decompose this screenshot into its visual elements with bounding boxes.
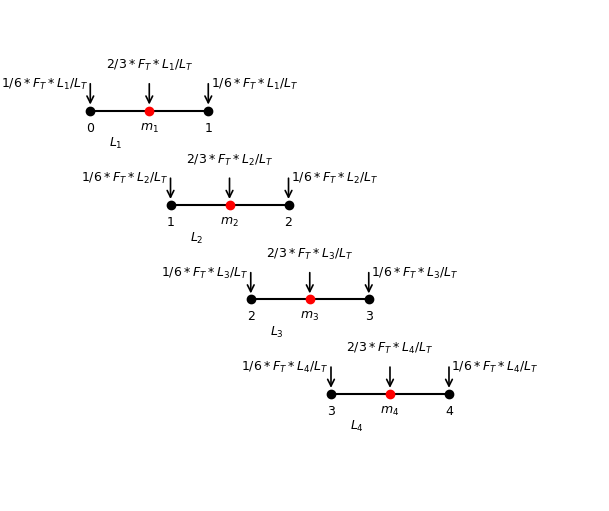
Text: $1/6*F_T*L_4/L_T$: $1/6*F_T*L_4/L_T$ (451, 360, 538, 375)
Text: $1/6*F_T*L_3/L_T$: $1/6*F_T*L_3/L_T$ (161, 266, 248, 281)
Text: 3: 3 (365, 310, 373, 323)
Text: $L_3$: $L_3$ (270, 325, 284, 340)
Text: $1/6*F_T*L_4/L_T$: $1/6*F_T*L_4/L_T$ (241, 360, 329, 375)
Text: $2/3*F_T*L_3/L_T$: $2/3*F_T*L_3/L_T$ (266, 247, 353, 262)
Text: $m_2$: $m_2$ (220, 216, 239, 229)
Text: $m_4$: $m_4$ (381, 405, 400, 418)
Text: $1/6*F_T*L_1/L_T$: $1/6*F_T*L_1/L_T$ (1, 77, 88, 92)
Text: $2/3*F_T*L_2/L_T$: $2/3*F_T*L_2/L_T$ (186, 152, 273, 168)
Text: $L_1$: $L_1$ (110, 136, 123, 151)
Text: 3: 3 (327, 405, 335, 418)
Text: $1/6*F_T*L_3/L_T$: $1/6*F_T*L_3/L_T$ (371, 266, 459, 281)
Text: $L_2$: $L_2$ (189, 230, 203, 246)
Text: $1/6*F_T*L_2/L_T$: $1/6*F_T*L_2/L_T$ (81, 171, 168, 186)
Text: 1: 1 (167, 216, 174, 229)
Text: 2: 2 (247, 310, 255, 323)
Text: $m_1$: $m_1$ (140, 122, 159, 134)
Text: $m_3$: $m_3$ (300, 310, 319, 323)
Text: 1: 1 (205, 122, 212, 134)
Text: 2: 2 (284, 216, 292, 229)
Text: $2/3*F_T*L_4/L_T$: $2/3*F_T*L_4/L_T$ (347, 341, 434, 357)
Text: 4: 4 (445, 405, 453, 418)
Text: $1/6*F_T*L_1/L_T$: $1/6*F_T*L_1/L_T$ (211, 77, 298, 92)
Text: 0: 0 (86, 122, 94, 134)
Text: $L_4$: $L_4$ (350, 420, 364, 434)
Text: $1/6*F_T*L_2/L_T$: $1/6*F_T*L_2/L_T$ (291, 171, 378, 186)
Text: $2/3*F_T*L_1/L_T$: $2/3*F_T*L_1/L_T$ (106, 58, 193, 73)
